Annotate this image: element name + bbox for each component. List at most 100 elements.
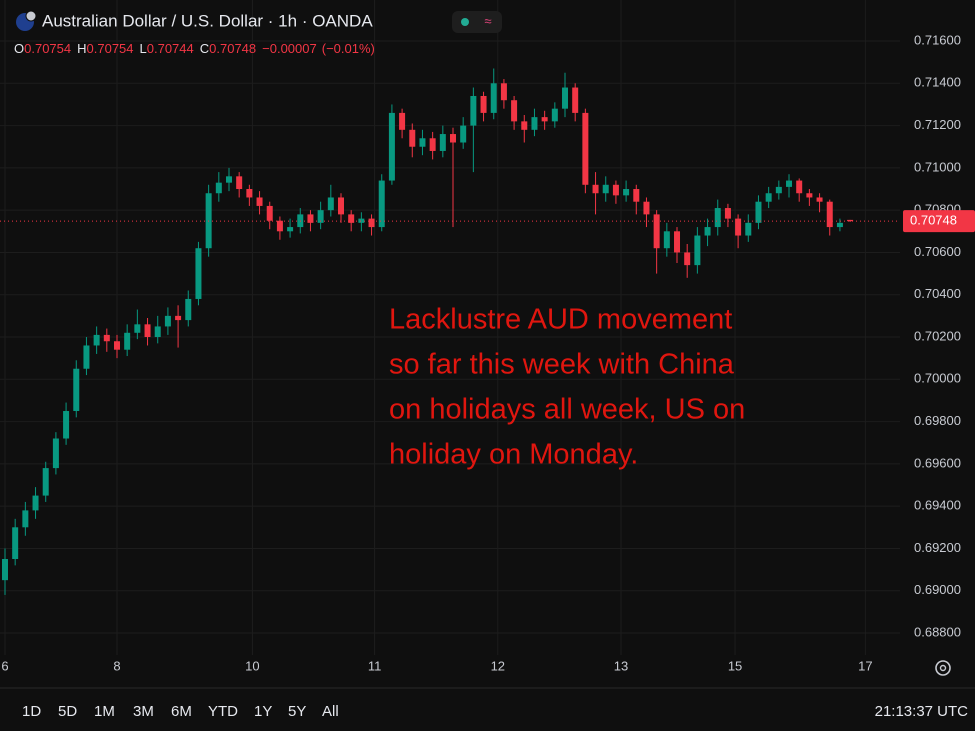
candle-body [806,193,813,198]
y-tick-label: 0.71000 [914,159,961,174]
candles [1,68,854,595]
candle-body [674,231,681,253]
candle-body [73,368,80,412]
y-tick-label: 0.70000 [914,371,961,386]
y-tick-label: 0.69000 [914,582,961,597]
candle-body [775,186,782,194]
y-tick-label: 0.71600 [914,32,961,47]
candle-body [368,218,375,228]
ohlc-value: 0.70748 [209,41,256,56]
range-button[interactable]: 5Y [288,703,306,720]
last-price-tag [903,210,975,233]
x-tick-label: 10 [245,658,259,673]
range-button[interactable]: 1Y [254,703,272,720]
candle-body [439,134,446,151]
x-tick-label: 12 [491,658,505,673]
candle-body [786,180,793,187]
status-badge[interactable] [452,11,502,33]
range-button[interactable]: 5D [58,703,77,720]
candle-body [826,201,833,228]
chart-title: Australian Dollar / U.S. Dollar · 1h · O… [42,11,373,30]
candle-body [266,205,273,221]
range-button[interactable]: 1D [22,703,41,720]
candle-body [592,184,599,194]
candle-body [470,95,477,126]
range-toolbar: 1D 5D 1M 3M 6M YTD 1Y 5Y All [22,703,339,720]
annotation-line: so far this week with China [389,349,735,381]
x-tick-label: 8 [113,658,120,673]
settings-gear[interactable] [935,660,951,676]
candle-body [704,227,711,236]
ohlc-key: L [140,41,147,56]
ohlc-value: 0.70754 [24,41,71,56]
status-icon: ≈ [484,13,491,28]
candle-body [490,83,497,113]
y-tick-label: 0.70400 [914,286,961,301]
candle-body [378,180,385,228]
candle-body [409,129,416,147]
ohlc-header: O0.70754 H0.70754 L0.70744 C0.70748 −0.00007… [14,41,375,56]
candle-body [714,208,721,228]
y-tick-label: 0.71400 [914,75,961,90]
y-tick-label: 0.71200 [914,117,961,132]
ohlc-value: 0.70744 [147,41,194,56]
y-tick-label: 0.69800 [914,413,961,428]
candle-body [724,208,731,219]
candle-body [816,197,823,202]
candle-body [694,235,701,266]
candle-body [480,95,487,113]
range-button[interactable]: 6M [171,703,192,720]
candle-body [755,201,762,223]
candle-body [358,218,365,223]
x-tick-label: 15 [728,658,742,673]
candle-body [450,134,457,143]
candle-body [103,334,110,342]
candle-body [215,182,222,194]
range-button[interactable]: All [322,703,339,720]
candle-body [83,345,90,369]
candle-body [164,315,171,327]
candle-body [399,112,406,130]
candle-body [796,180,803,194]
candle-body [643,201,650,215]
candle-body [134,324,141,333]
candle-body [124,332,131,350]
ohlc-key: O [14,41,24,56]
range-button[interactable]: 3M [133,703,154,720]
candle-body [52,438,59,469]
x-tick-label: 11 [368,658,382,673]
candle-body [612,184,619,196]
range-button[interactable]: YTD [208,703,238,720]
candle-body [287,227,294,232]
candle-body [765,193,772,202]
range-button[interactable]: 1M [94,703,115,720]
ohlc-key: C [200,41,209,56]
candle-body [195,248,202,299]
candle-body [663,231,670,249]
candle-body [93,334,100,346]
ohlc-value: 0.70754 [87,41,134,56]
candle-body [32,495,39,511]
candle-body [541,117,548,122]
candle-body [185,298,192,321]
y-tick-label: 0.69200 [914,540,961,555]
candle-body [572,87,579,113]
last-price-label: 0.70748 [910,213,957,228]
candle-body [551,108,558,122]
candle-body [836,222,843,228]
candle-body [388,112,395,181]
y-tick-label: 0.69400 [914,498,961,513]
settings-icon[interactable] [935,660,951,676]
settings-gear-center[interactable] [939,664,947,672]
flag-icon [25,10,37,22]
annotation-line: Lacklustre AUD movement [389,304,732,336]
candle-body [63,411,70,439]
candle-body [348,214,355,223]
candle-body [22,510,29,528]
candle-body [582,112,589,185]
candle-body [684,252,691,266]
candle-body [317,210,324,223]
y-tick-label: 0.70600 [914,244,961,259]
